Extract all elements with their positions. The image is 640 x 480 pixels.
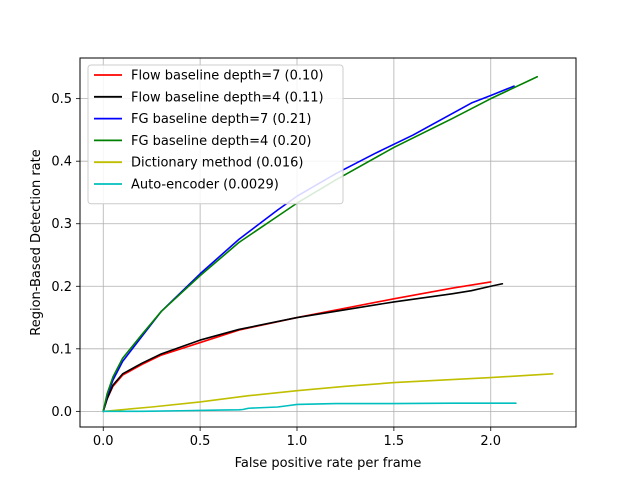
- legend-label-2: Flow baseline depth=4 (0.11): [131, 90, 324, 105]
- y-tick-label: 0.4: [51, 155, 72, 170]
- ticks: 0.0 0.5 1.0 1.5 2.0 0.0 0.1 0.2 0.3 0.4 0.5: [51, 92, 501, 449]
- legend: Flow baseline depth=7 (0.10) Flow baselin…: [87, 64, 344, 205]
- x-tick-label: 0.5: [190, 434, 211, 449]
- series-line-3: [102, 85, 515, 413]
- series-line-5: [102, 373, 554, 413]
- x-tick-label: 0.0: [93, 434, 114, 449]
- plot-frame: [79, 57, 577, 428]
- x-tick-label: 2.0: [480, 434, 501, 449]
- series-line-4: [102, 75, 539, 413]
- legend-label-5: Dictionary method (0.016): [131, 156, 304, 171]
- x-tick-label: 1.0: [287, 434, 308, 449]
- y-tick-label: 0.3: [51, 217, 72, 232]
- x-tick-label: 1.5: [384, 434, 405, 449]
- legend-box: [87, 64, 344, 205]
- legend-label-1: Flow baseline depth=7 (0.10): [131, 69, 324, 84]
- series-layer: [102, 75, 554, 413]
- y-tick-label: 0.1: [51, 342, 72, 357]
- legend-label-3: FG baseline depth=7 (0.21): [131, 112, 312, 127]
- series-line-2: [102, 282, 504, 413]
- y-tick-label: 0.5: [51, 92, 72, 107]
- series-line-6: [102, 402, 517, 413]
- y-tick-label: 0.2: [51, 280, 72, 295]
- y-axis-label: Region-Based Detection rate: [29, 149, 44, 335]
- y-tick-label: 0.0: [51, 405, 72, 420]
- x-axis-label: False positive rate per frame: [235, 456, 422, 471]
- legend-label-6: Auto-encoder (0.0029): [131, 178, 279, 193]
- legend-label-4: FG baseline depth=4 (0.20): [131, 134, 312, 149]
